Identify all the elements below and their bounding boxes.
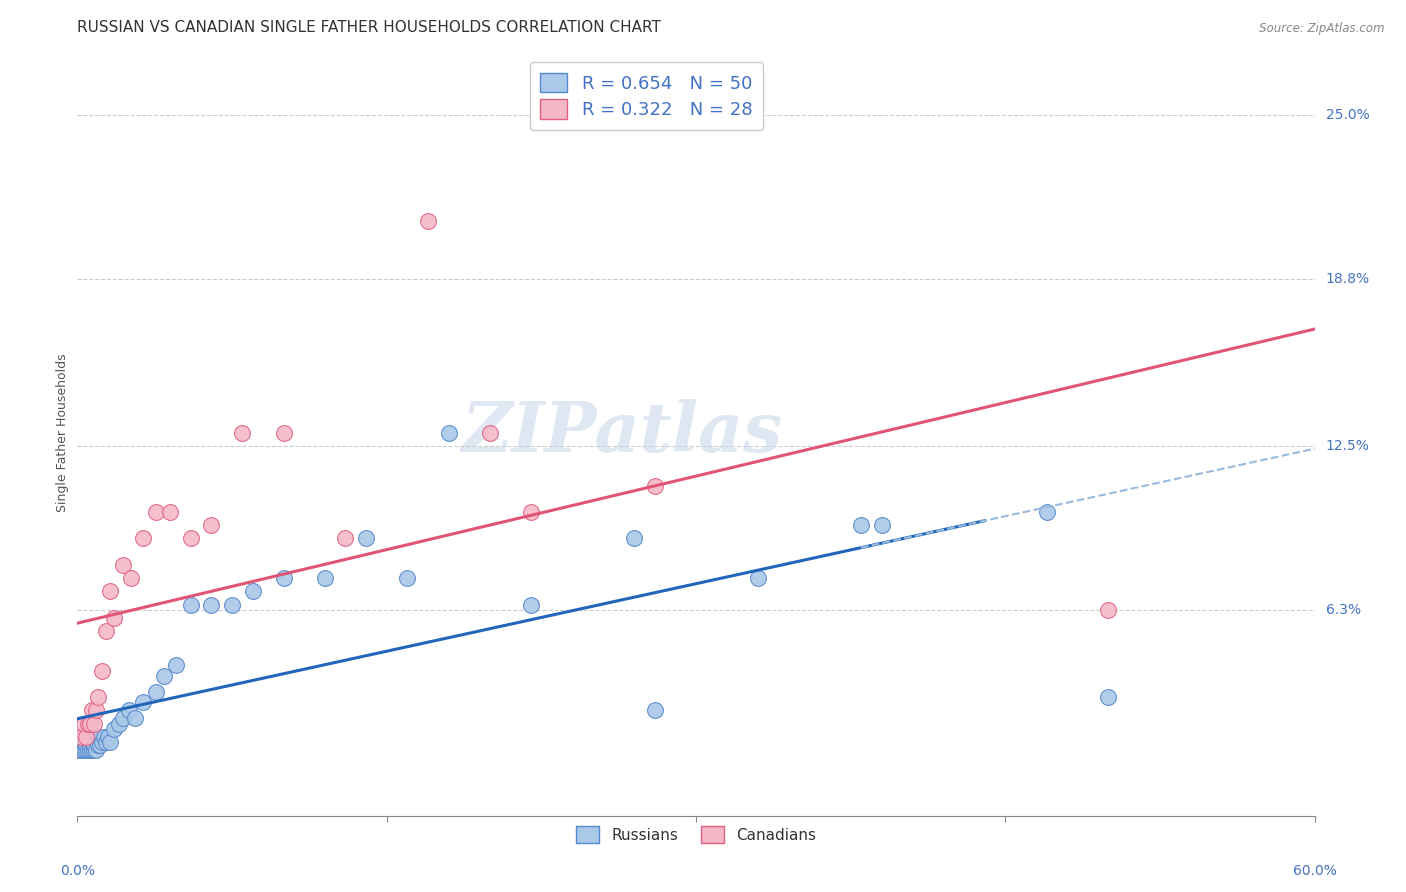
Point [76,743,98,757]
Point [221,598,243,612]
Point [67,743,90,757]
Point [273,425,295,440]
Point [91,664,114,678]
Point [200,518,222,533]
Point [1035,505,1057,519]
Y-axis label: Single Father Households: Single Father Households [56,353,69,512]
Point [107,716,129,731]
Point [520,505,543,519]
Point [335,532,357,546]
Point [79,716,101,731]
Point [200,598,222,612]
Point [153,669,176,683]
Text: 60.0%: 60.0% [1292,863,1337,878]
Point [87,730,110,744]
Text: RUSSIAN VS CANADIAN SINGLE FATHER HOUSEHOLDS CORRELATION CHART: RUSSIAN VS CANADIAN SINGLE FATHER HOUSEH… [77,21,661,36]
Point [103,722,125,736]
Point [644,478,666,492]
Text: 12.5%: 12.5% [1326,439,1369,453]
Point [87,738,110,752]
Point [118,703,141,717]
Point [89,738,111,752]
Point [79,738,101,752]
Point [165,658,187,673]
Point [75,738,97,752]
Point [416,214,439,228]
Point [132,532,155,546]
Point [111,558,134,572]
Text: 25.0%: 25.0% [1326,108,1369,122]
Point [314,571,336,585]
Point [354,532,377,546]
Point [870,518,893,533]
Point [180,532,202,546]
Point [80,735,103,749]
Point [478,425,501,440]
Text: 0.0%: 0.0% [60,863,94,878]
Point [70,743,93,757]
Point [97,730,120,744]
Point [84,743,107,757]
Point [70,730,93,744]
Point [96,735,118,749]
Point [72,716,94,731]
Point [70,738,93,752]
Point [79,743,101,757]
Text: 6.3%: 6.3% [1326,603,1361,617]
Point [145,505,167,519]
Point [83,716,105,731]
Point [623,532,645,546]
Point [747,571,769,585]
Point [75,743,97,757]
Point [145,685,167,699]
Point [76,716,98,731]
Point [273,571,295,585]
Point [159,505,181,519]
Point [98,584,121,599]
Point [76,735,98,749]
Point [120,571,142,585]
Point [242,584,264,599]
Point [72,743,94,757]
Point [124,711,146,725]
Point [75,730,97,744]
Point [111,711,134,725]
Point [87,690,110,705]
Point [849,518,872,533]
Point [520,598,543,612]
Point [80,703,103,717]
Point [180,598,202,612]
Point [72,730,94,744]
Point [231,425,253,440]
Point [132,695,155,709]
Point [91,735,114,749]
Point [644,703,666,717]
Point [437,425,460,440]
Point [103,611,125,625]
Text: 18.8%: 18.8% [1326,272,1369,286]
Point [80,743,103,757]
Point [1097,603,1119,617]
Point [83,738,105,752]
Text: Source: ZipAtlas.com: Source: ZipAtlas.com [1260,22,1385,36]
Point [1097,690,1119,705]
Point [96,624,118,638]
Point [98,735,121,749]
Point [396,571,419,585]
Text: ZIPatlas: ZIPatlas [461,399,782,467]
Point [84,703,107,717]
Legend: Russians, Canadians: Russians, Canadians [568,819,824,851]
Point [83,743,105,757]
Point [93,730,115,744]
